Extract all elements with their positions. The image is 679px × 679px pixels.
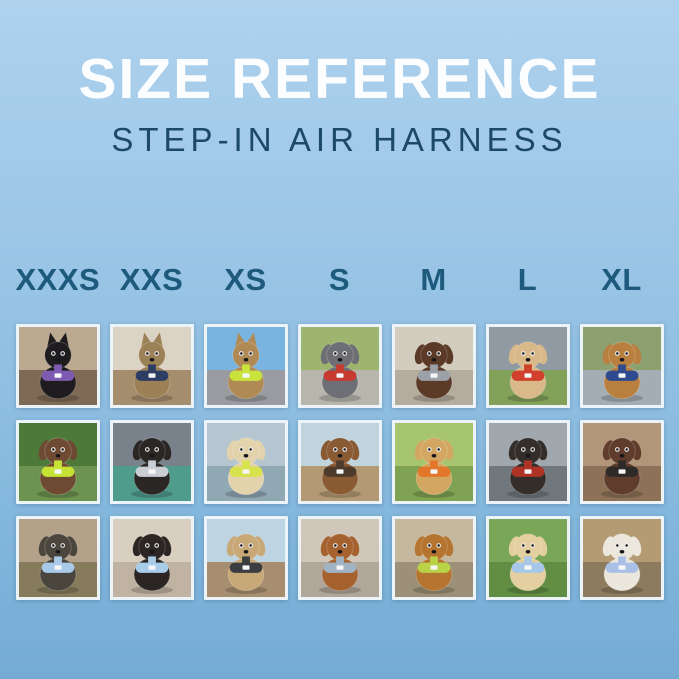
poster-subtitle: STEP-IN AIR HARNESS [111,120,568,158]
photo-m-row3 [391,516,476,601]
dog-in-harness-icon [130,533,173,595]
size-label-s: S [328,262,351,298]
dog-in-harness-icon [224,533,267,595]
poster-title: SIZE REFERENCE [78,47,601,111]
dog-in-harness-icon [600,341,643,403]
dog-in-harness-icon [412,341,455,403]
photo-m-row1 [391,324,476,409]
dog-in-harness-icon [318,533,361,595]
dog-in-harness-icon [506,341,549,403]
photo-xxs-row1 [109,324,194,409]
dog-in-harness-icon [412,533,455,595]
photo-xl-row3 [579,516,664,601]
size-label-xl: XL [601,262,642,298]
dog-in-harness-icon [318,341,361,403]
size-labels-row: XXXS XXS XS S M L XL [0,262,679,298]
cat-in-harness-icon [224,332,267,403]
photo-xl-row2 [579,420,664,505]
photo-s-row1 [297,324,382,409]
size-label-xxs: XXS [119,262,184,298]
size-label-xxxs: XXXS [15,262,101,298]
size-label-xs: XS [224,262,267,298]
dog-in-harness-icon [318,437,361,499]
photo-m-row2 [391,420,476,505]
photo-s-row2 [297,420,382,505]
dog-in-harness-icon [36,533,79,595]
photo-xs-row3 [203,516,288,601]
size-label-l: L [517,262,538,298]
dog-in-harness-icon [36,437,79,499]
photo-xxxs-row3 [15,516,100,601]
photo-xxxs-row1 [15,324,100,409]
dog-in-harness-icon [600,533,643,595]
dog-in-harness-icon [506,533,549,595]
photo-l-row3 [485,516,570,601]
photo-grid [0,324,679,601]
photo-xxs-row3 [109,516,194,601]
photo-xxs-row2 [109,420,194,505]
dog-in-harness-icon [506,437,549,499]
dog-in-harness-icon [600,437,643,499]
dog-in-harness-icon [130,437,173,499]
photo-l-row1 [485,324,570,409]
photo-xl-row1 [579,324,664,409]
dog-in-harness-icon [224,437,267,499]
photo-l-row2 [485,420,570,505]
photo-xs-row2 [203,420,288,505]
photo-xxxs-row2 [15,420,100,505]
photo-s-row3 [297,516,382,601]
cat-in-harness-icon [36,332,79,403]
cat-in-harness-icon [130,332,173,403]
photo-xs-row1 [203,324,288,409]
size-label-m: M [420,262,447,298]
dog-in-harness-icon [412,437,455,499]
